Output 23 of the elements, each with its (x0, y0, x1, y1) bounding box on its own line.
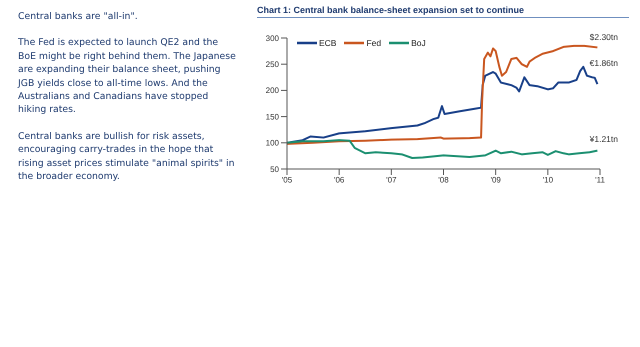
x-tick-label: '11 (595, 176, 606, 185)
x-tick-label: '08 (438, 176, 450, 185)
x-tick-label: '05 (282, 176, 293, 185)
legend-label: ECB (318, 38, 336, 48)
text: The Fed is expected to launch QE2 and the BoE might be right behind them. The Japanese are expanding their balance sheet, pushing JGB yields close to all-time lows. And the Australians and Canadians have stopped hiking rates. (18, 36, 237, 117)
annotation: $2.30tn (590, 32, 618, 42)
y-tick-label: 250 (266, 60, 280, 70)
y-tick-label: 300 (266, 34, 280, 43)
legend-label: Fed (365, 38, 382, 48)
y-tick-label: 200 (266, 86, 280, 96)
chart-title: Chart 1: Central bank balance-sheet expansion set to continue (257, 5, 629, 18)
x-tick-label: '06 (334, 176, 345, 185)
x-tick-label: '10 (542, 176, 554, 185)
x-tick-label: '07 (386, 176, 398, 185)
y-tick-label: 150 (266, 112, 280, 122)
y-tick-label: 50 (270, 164, 280, 174)
legend-label: BoJ (410, 38, 426, 48)
y-tick-label: 100 (266, 138, 280, 148)
annotation: €1.86tn (590, 58, 618, 68)
annotation: ¥1.21tn (590, 134, 618, 144)
x-tick-label: '09 (490, 176, 502, 185)
text: Central banks are bullish for risk assets, encouraging carry-trades in the hope that rising asset prices stimulate "animal spirits" in the broader economy. (18, 130, 236, 184)
text: Central banks are "all-in". (18, 10, 139, 24)
